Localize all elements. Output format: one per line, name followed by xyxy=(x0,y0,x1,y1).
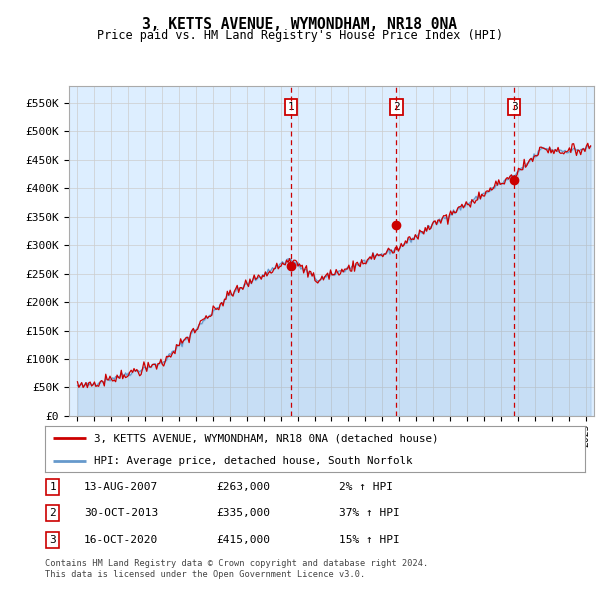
Text: This data is licensed under the Open Government Licence v3.0.: This data is licensed under the Open Gov… xyxy=(45,571,365,579)
Text: 3, KETTS AVENUE, WYMONDHAM, NR18 0NA: 3, KETTS AVENUE, WYMONDHAM, NR18 0NA xyxy=(143,17,458,31)
Text: 16-OCT-2020: 16-OCT-2020 xyxy=(84,535,158,545)
Text: 15% ↑ HPI: 15% ↑ HPI xyxy=(339,535,400,545)
Text: 3: 3 xyxy=(511,102,518,112)
Text: 30-OCT-2013: 30-OCT-2013 xyxy=(84,509,158,518)
Text: £335,000: £335,000 xyxy=(216,509,270,518)
Text: 13-AUG-2007: 13-AUG-2007 xyxy=(84,482,158,491)
Text: 1: 1 xyxy=(288,102,295,112)
Text: £263,000: £263,000 xyxy=(216,482,270,491)
Text: 2: 2 xyxy=(393,102,400,112)
Text: 2% ↑ HPI: 2% ↑ HPI xyxy=(339,482,393,491)
Text: 37% ↑ HPI: 37% ↑ HPI xyxy=(339,509,400,518)
Text: Contains HM Land Registry data © Crown copyright and database right 2024.: Contains HM Land Registry data © Crown c… xyxy=(45,559,428,568)
Text: 2: 2 xyxy=(49,509,56,518)
Text: 3, KETTS AVENUE, WYMONDHAM, NR18 0NA (detached house): 3, KETTS AVENUE, WYMONDHAM, NR18 0NA (de… xyxy=(94,434,438,444)
Text: HPI: Average price, detached house, South Norfolk: HPI: Average price, detached house, Sout… xyxy=(94,456,412,466)
Text: 3: 3 xyxy=(49,535,56,545)
Text: £415,000: £415,000 xyxy=(216,535,270,545)
Text: Price paid vs. HM Land Registry's House Price Index (HPI): Price paid vs. HM Land Registry's House … xyxy=(97,30,503,42)
Text: 1: 1 xyxy=(49,482,56,491)
